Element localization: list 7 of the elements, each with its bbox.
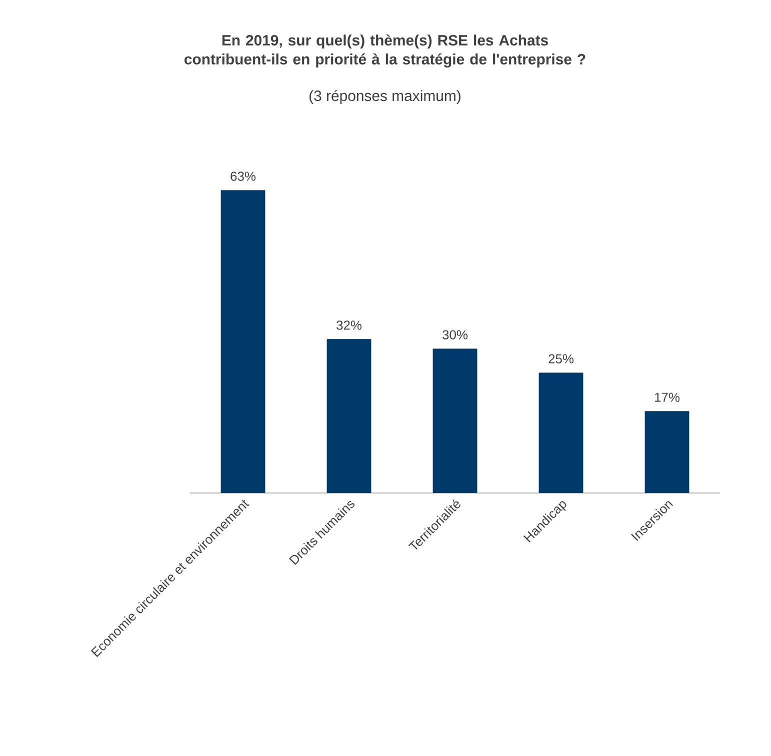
data-label: 32% bbox=[336, 320, 362, 330]
chart-title: En 2019, sur quel(s) thème(s) RSE les Achats contribuent-ils en priorité à la stratégie de l'entreprise ? bbox=[184, 34, 586, 68]
data-label: 30% bbox=[442, 330, 468, 340]
data-label: 17% bbox=[655, 392, 680, 402]
data-label: 25% bbox=[548, 354, 574, 364]
chart-subtitle: (3 réponses maximum) bbox=[310, 90, 460, 104]
data-label: 63% bbox=[230, 172, 256, 181]
